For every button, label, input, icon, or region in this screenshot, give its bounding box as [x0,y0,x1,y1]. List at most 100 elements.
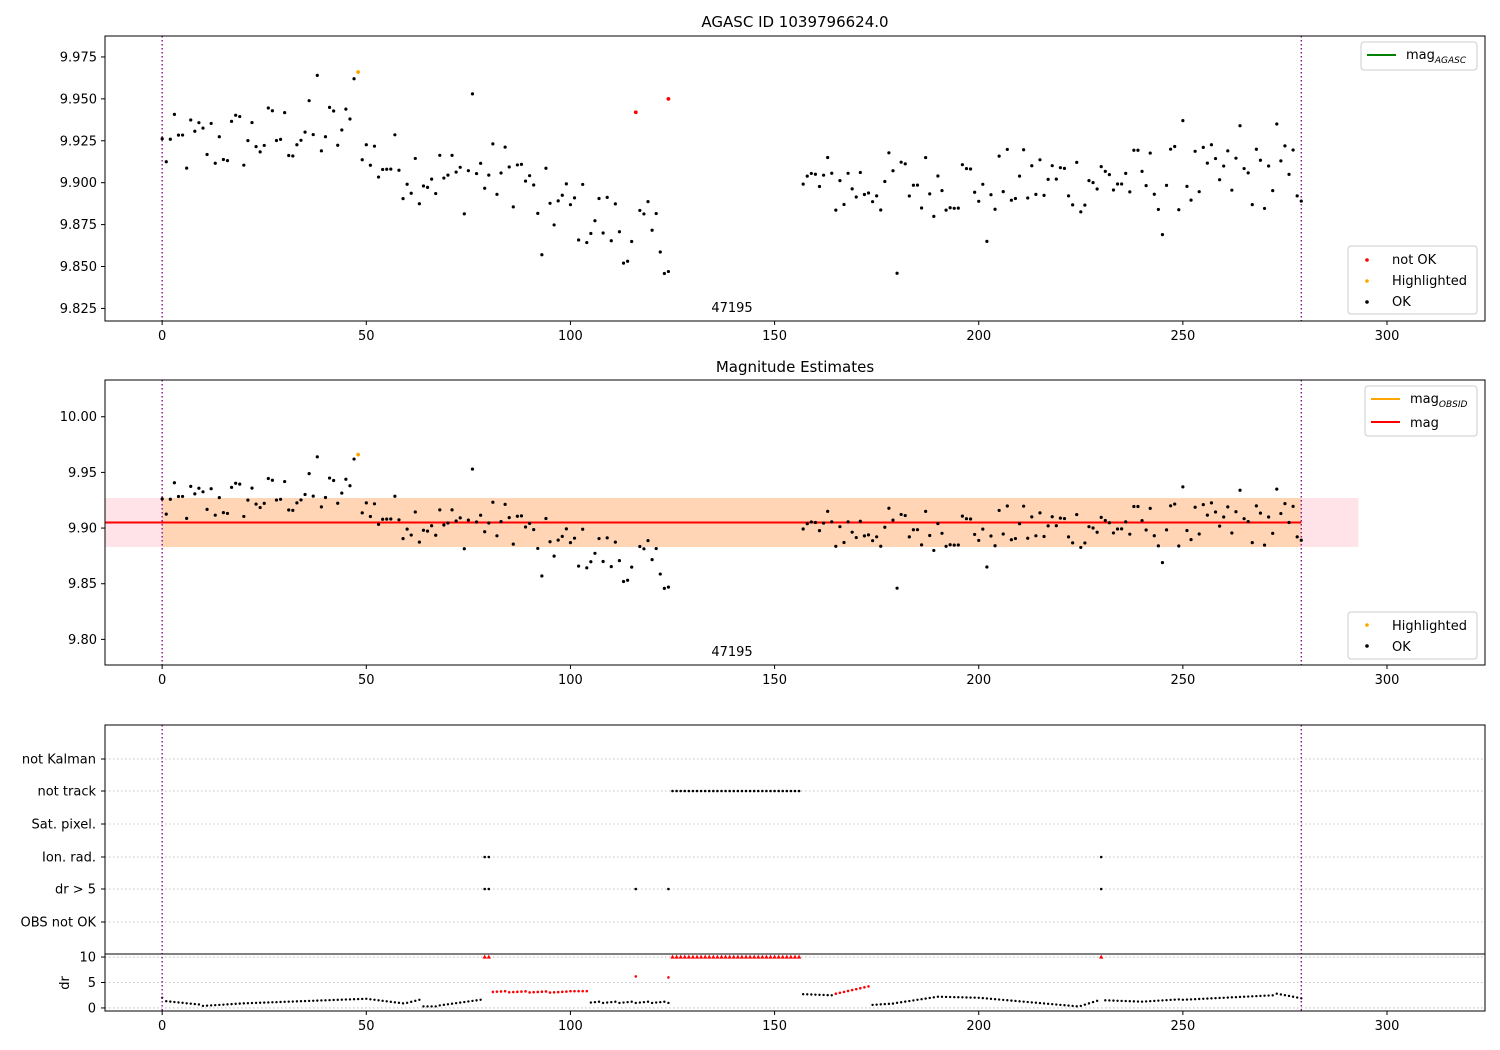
dr-point [1034,1001,1038,1004]
ok-point [809,171,813,176]
dr-point [605,1001,609,1004]
dr-clipped-marker [702,954,708,959]
dr-point [663,1000,666,1003]
dr-point [393,1001,397,1004]
ok-point [1250,541,1254,545]
dr-point [1136,1000,1140,1003]
dr-point [883,1002,887,1006]
ok-point [340,128,344,132]
flag-point [699,789,703,793]
ok-point [466,169,470,173]
ok-point [854,535,858,540]
dr-axis-label: dr [58,976,73,990]
panel2-x-ticks: 0 50 100 150 200 250 300 [158,665,1399,688]
ok-point [1132,148,1136,152]
ok-point [548,201,552,205]
dr-point [610,1000,613,1004]
ok-point [393,494,397,498]
ok-point [1209,501,1214,505]
dr-point [887,1002,891,1006]
dr-point [875,1003,878,1006]
dr-point [1030,1001,1034,1004]
ok-point [1042,193,1046,197]
ok-point [1103,518,1107,523]
dr-point [957,996,960,999]
ok-point [372,502,377,506]
ok-point [197,121,201,125]
ok-point [605,536,609,540]
ok-point [1234,510,1238,514]
ok-point [585,240,589,245]
dr-point [814,993,817,996]
ok-point [523,525,528,529]
ok-point [577,564,581,568]
flag-point [1099,887,1103,891]
ok-point [621,261,626,265]
ok-point [242,514,246,519]
dr-point [912,999,915,1002]
ok-point [817,528,822,533]
dr-red-point [850,988,854,992]
ok-point [883,179,887,184]
dr-point [618,1001,621,1005]
dr-point [1291,995,1295,998]
ok-point [348,117,352,121]
dr-point [185,1002,188,1005]
dr-point [1002,998,1005,1002]
ok-point [291,508,295,512]
ok-point [532,183,536,187]
ok-point [234,113,238,117]
dr-red-point [834,992,838,995]
dr-clipped-marker [796,954,802,959]
ok-point [1287,520,1291,525]
ok-point [519,514,524,518]
ok-point [315,455,319,459]
ok-point [1185,184,1189,188]
ok-point [1299,538,1303,542]
dr-point [940,995,944,999]
ok-point [434,191,438,196]
dr-point [932,996,936,999]
dr-point [1116,999,1119,1002]
dr-point [1185,998,1189,1001]
ok-point [944,208,948,212]
ok-point [262,501,266,505]
ok-point [911,183,916,187]
ok-point [638,544,642,549]
dr-point [475,999,478,1002]
ok-point [817,184,822,189]
ok-point [1115,182,1120,186]
dr-point [1038,1001,1042,1005]
dr-point [1226,996,1229,999]
ok-point [266,106,270,110]
ok-point [593,551,597,555]
ok-point [597,536,601,541]
ok-point [1258,158,1263,162]
ok-point [352,77,356,81]
ok-point [1075,160,1079,164]
ok-point [805,174,809,178]
dr-point [316,999,319,1002]
ok-point [1001,190,1005,194]
ok-point [862,192,867,197]
flag-point [634,887,638,891]
ok-point [1038,158,1042,162]
dr-tick-label: 5 [88,976,96,991]
dr-point [969,996,972,999]
ok-point [205,152,209,157]
ok-point [1246,171,1250,175]
flag-point [712,789,715,793]
panel1-plot-area [160,36,1303,321]
ok-point [368,514,372,519]
ok-point [1254,504,1258,508]
dr-clipped-marker [788,954,794,959]
dr-point [1246,995,1250,998]
ok-point [997,154,1001,158]
dr-point [169,1000,172,1003]
flag-point [487,855,491,859]
ok-point [499,520,503,524]
flag-point [732,789,736,793]
ok-point [332,478,336,483]
ok-point [654,546,658,551]
ok-point [613,540,617,544]
